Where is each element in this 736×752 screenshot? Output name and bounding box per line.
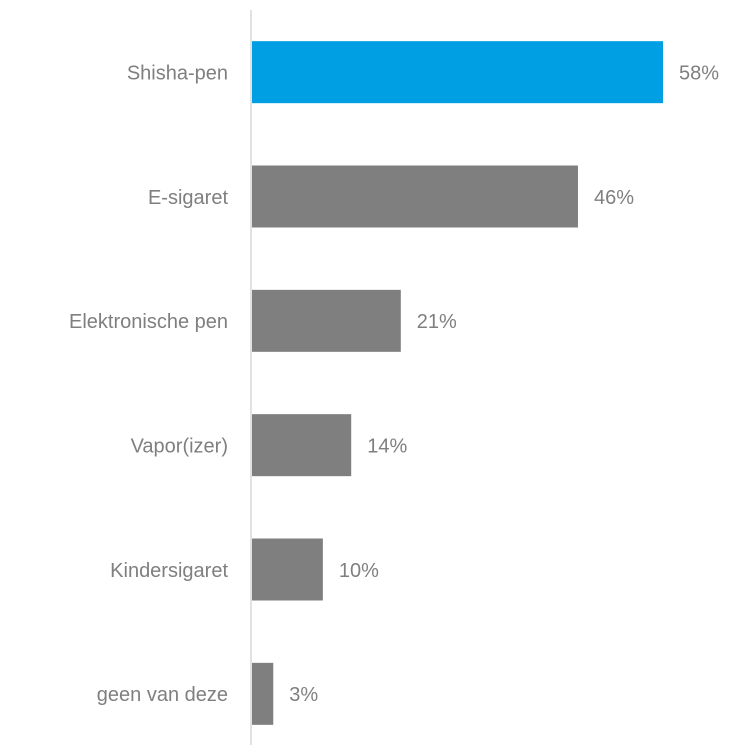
bar [252, 289, 401, 352]
category-label: Kindersigaret [110, 560, 228, 582]
bar [252, 662, 274, 725]
value-label: 46% [594, 187, 634, 209]
value-label: 21% [417, 311, 457, 333]
bar [252, 165, 578, 228]
bar [252, 538, 323, 601]
value-label: 58% [679, 62, 719, 84]
category-label: geen van deze [97, 684, 228, 706]
category-label: E-sigaret [148, 187, 228, 209]
category-label: Vapor(izer) [131, 435, 228, 457]
value-label: 3% [289, 684, 318, 706]
category-label: Shisha-pen [127, 62, 228, 84]
category-label: Elektronische pen [69, 311, 228, 333]
bar [252, 414, 352, 477]
bar [252, 41, 663, 104]
value-label: 14% [367, 435, 407, 457]
value-label: 10% [339, 560, 379, 582]
